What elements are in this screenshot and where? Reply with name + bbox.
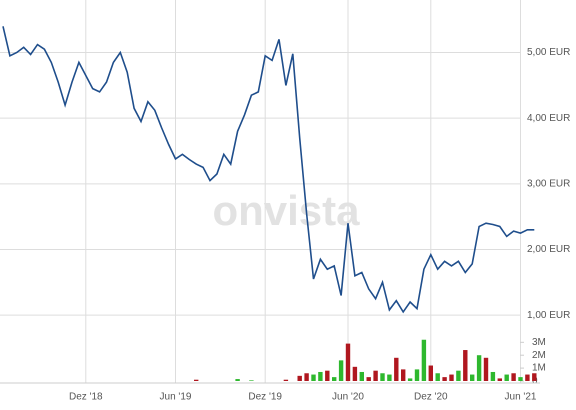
volume-bar	[304, 373, 309, 381]
volume-bar	[463, 350, 468, 381]
volume-bar	[483, 357, 489, 381]
volume-bar	[435, 373, 440, 381]
volume-bar	[394, 357, 399, 381]
x-tick-label: Dez '19	[248, 392, 282, 403]
volume-bar	[283, 379, 289, 381]
y-tick-label: 1,00 EUR	[527, 310, 570, 321]
x-tick-label: Dez '20	[414, 392, 448, 403]
volume-bar	[338, 360, 344, 381]
volume-bar	[318, 371, 323, 381]
volume-bar	[373, 370, 378, 381]
x-tick-label: Dez '18	[69, 392, 103, 403]
volume-bar	[297, 375, 302, 381]
volume-bar	[532, 373, 537, 381]
x-tick-label: Jun '20	[332, 392, 364, 403]
price-line	[2, 26, 535, 314]
volume-bar	[366, 377, 371, 381]
volume-bar	[497, 378, 502, 381]
y-tick-label: 0	[532, 376, 538, 387]
volume-bar	[387, 374, 392, 381]
y-tick-label: 3,00 EUR	[527, 178, 570, 189]
volume-bar	[518, 377, 523, 381]
volume-bar	[249, 380, 254, 381]
volume-bar	[428, 365, 433, 381]
volume-bar	[442, 377, 447, 381]
y-tick-label: 4,00 EUR	[527, 113, 570, 124]
volume-bar	[456, 370, 461, 381]
watermark: onvista	[212, 187, 360, 234]
y-tick-label: 2,00 EUR	[527, 244, 570, 255]
y-tick-label: 5,00 EUR	[527, 47, 570, 58]
y-tick-label: 3M	[532, 337, 546, 348]
volume-bar	[407, 378, 413, 381]
y-tick-label: 2M	[532, 350, 546, 361]
volume-bar	[470, 374, 475, 381]
x-tick-label: Jun '21	[505, 392, 537, 403]
volume-bar	[504, 374, 509, 381]
volume-bar	[476, 355, 482, 381]
volume-bar	[380, 373, 385, 381]
volume-bar	[421, 339, 427, 381]
volume-bar	[311, 374, 316, 381]
volume-bar	[332, 377, 337, 381]
volume-bar	[490, 371, 496, 381]
volume-bar	[525, 374, 530, 381]
volume-bar	[511, 373, 516, 381]
y-tick-label: 1M	[532, 363, 546, 374]
volume-bar	[359, 371, 364, 381]
volume-bar	[352, 366, 358, 381]
volume-bar	[194, 379, 199, 381]
volume-bar	[345, 343, 351, 381]
x-tick-label: Jun '19	[160, 392, 192, 403]
volume-bar	[235, 379, 240, 381]
volume-bar	[325, 370, 330, 381]
volume-bar	[401, 369, 406, 381]
volume-bar	[414, 369, 420, 381]
volume-bar	[449, 374, 454, 381]
